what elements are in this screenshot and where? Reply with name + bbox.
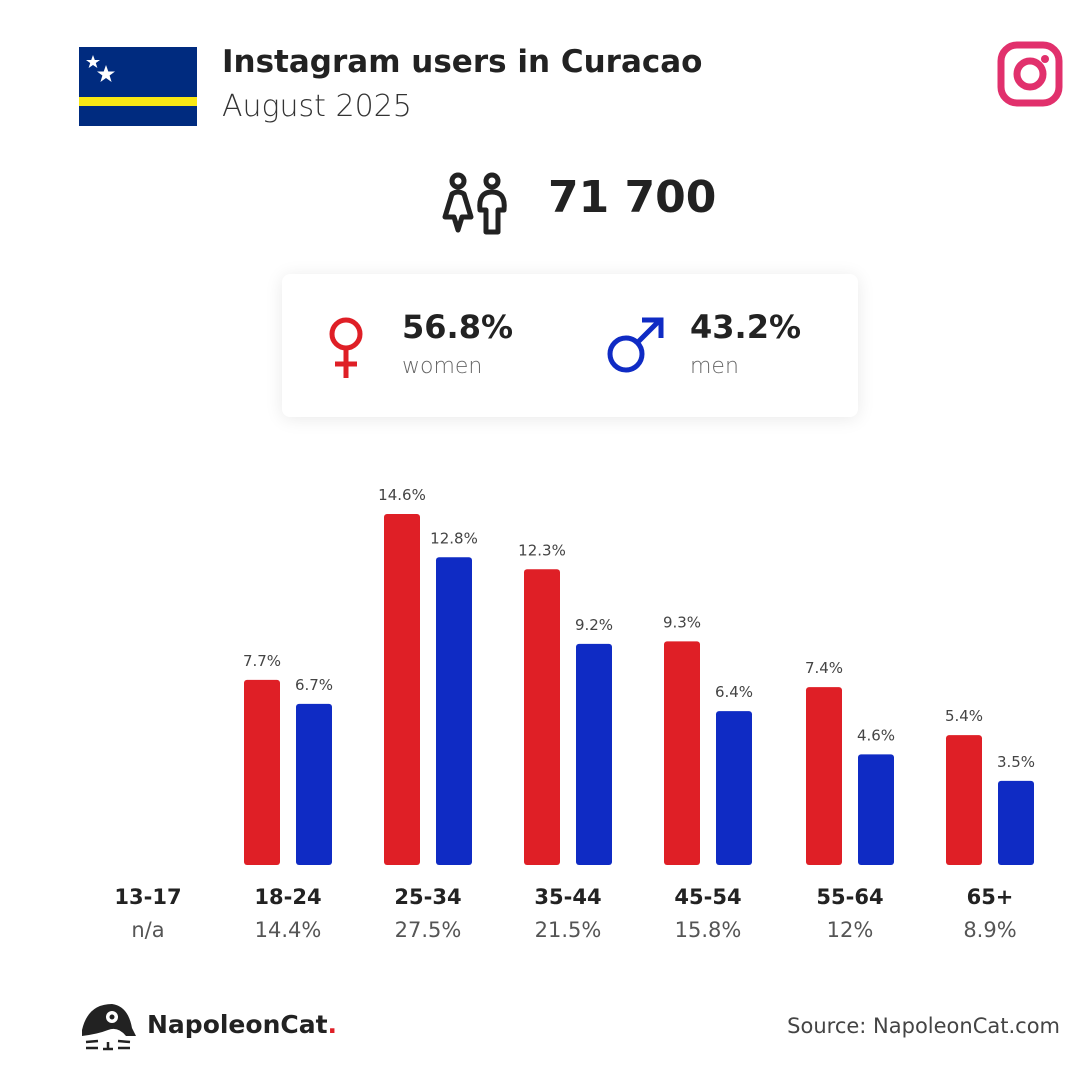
- women-bar: [384, 514, 420, 865]
- instagram-icon: [997, 41, 1063, 107]
- napoleoncat-logo-icon: [82, 1004, 136, 1051]
- men-bar: [436, 557, 472, 865]
- men-data-label: 6.7%: [295, 676, 333, 694]
- women-label: women: [402, 354, 483, 379]
- category-label: 55-64: [816, 885, 884, 909]
- category-label: 25-34: [394, 885, 462, 909]
- men-data-label: 6.4%: [715, 683, 753, 701]
- curacao-flag: [79, 47, 197, 126]
- category-share: n/a: [131, 918, 165, 942]
- category-share: 14.4%: [254, 918, 322, 942]
- brand-dot: .: [327, 1010, 338, 1039]
- page-title: Instagram users in Curacao: [222, 44, 703, 80]
- women-data-label: 9.3%: [663, 613, 701, 631]
- category-share: 21.5%: [534, 918, 602, 942]
- men-label: men: [690, 354, 739, 379]
- category-share: 15.8%: [674, 918, 742, 942]
- men-bar: [296, 703, 332, 865]
- age-chart: 7.7% 6.7% 14.6% 12.8% 12.3% 9.2% 9.3% 6.4% 7.4% 4…: [243, 486, 1035, 865]
- women-percent: 56.8%: [402, 308, 514, 346]
- page-subtitle: August 2025: [222, 89, 412, 124]
- men-bar: [576, 643, 612, 865]
- female-icon: [329, 317, 363, 378]
- women-bar: [244, 679, 280, 865]
- women-data-label: 5.4%: [945, 707, 983, 725]
- women-bar: [524, 569, 560, 865]
- men-percent: 43.2%: [690, 308, 802, 346]
- women-bar: [664, 641, 700, 865]
- category-share: 27.5%: [394, 918, 462, 942]
- category-share: 12%: [826, 918, 874, 942]
- people-icon: [442, 172, 507, 235]
- brand-name: NapoleonCat: [147, 1010, 328, 1039]
- women-bar: [806, 687, 842, 865]
- women-data-label: 7.4%: [805, 659, 843, 677]
- women-bar: [946, 735, 982, 865]
- source-text: Source: NapoleonCat.com: [787, 1014, 1060, 1038]
- napoleoncat-logo: NapoleonCat.: [147, 1010, 337, 1039]
- category-label: 45-54: [674, 885, 742, 909]
- women-data-label: 7.7%: [243, 652, 281, 670]
- men-data-label: 12.8%: [430, 529, 478, 547]
- category-label: 18-24: [254, 885, 322, 909]
- men-bar: [998, 780, 1034, 865]
- category-share: 8.9%: [963, 918, 1017, 942]
- total-users: 71 700: [548, 172, 717, 223]
- category-label: 13-17: [114, 885, 182, 909]
- gender-card: 56.8% women 43.2% men: [282, 274, 858, 417]
- women-data-label: 14.6%: [378, 486, 426, 504]
- men-data-label: 4.6%: [857, 726, 895, 744]
- women-data-label: 12.3%: [518, 541, 566, 559]
- men-bar: [858, 754, 894, 865]
- category-label: 35-44: [534, 885, 602, 909]
- men-data-label: 3.5%: [997, 753, 1035, 771]
- category-label: 65+: [966, 885, 1014, 909]
- men-bar: [716, 711, 752, 865]
- men-data-label: 9.2%: [575, 616, 613, 634]
- male-icon: [607, 317, 664, 373]
